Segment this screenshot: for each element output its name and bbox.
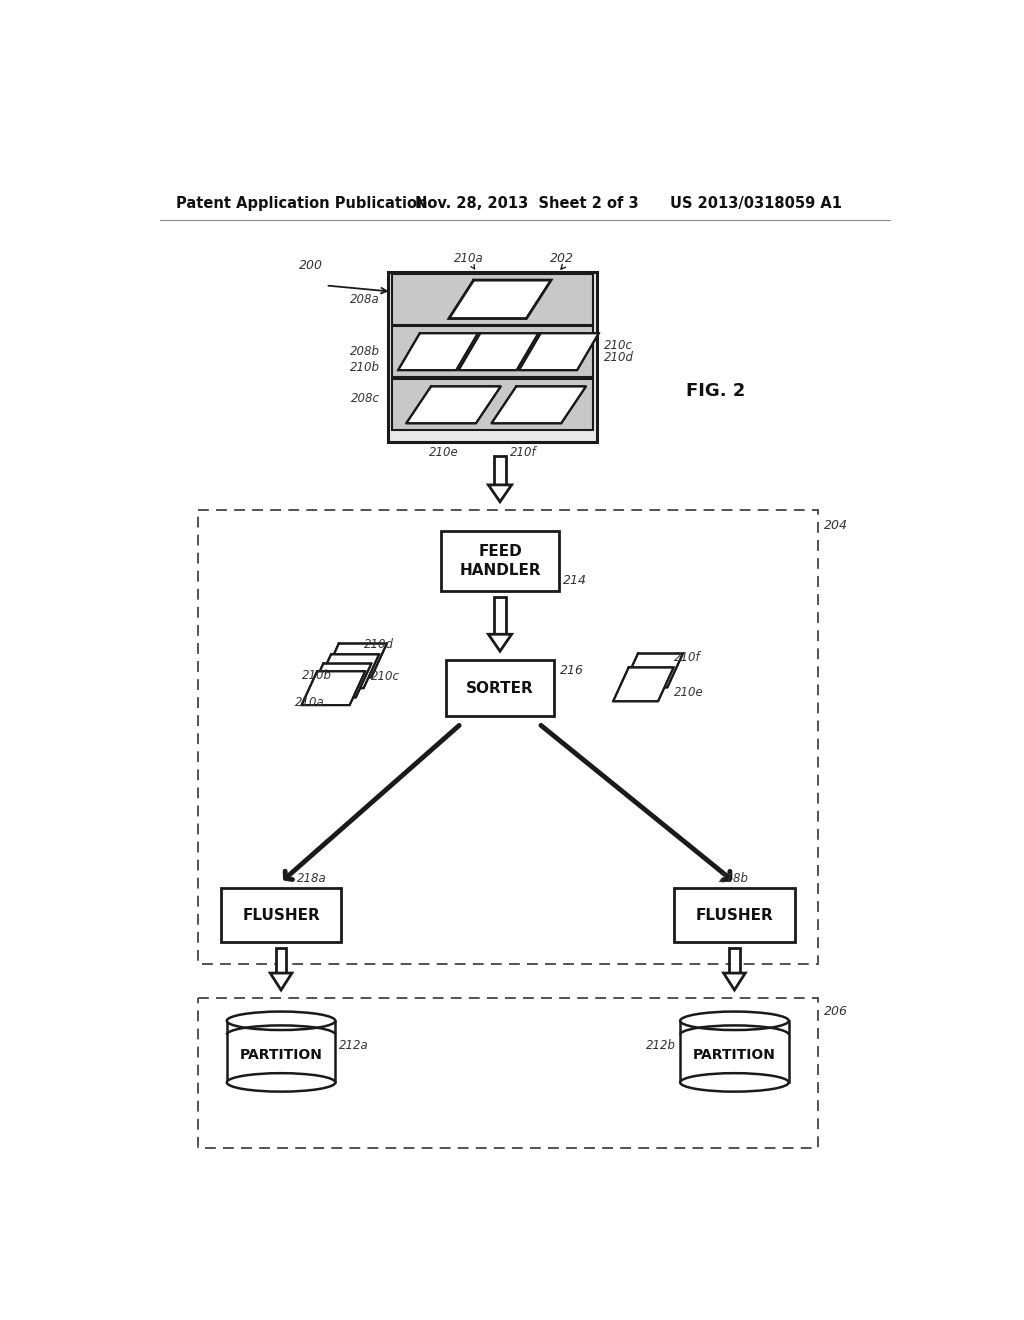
Text: 210b: 210b bbox=[350, 360, 380, 374]
Polygon shape bbox=[488, 635, 512, 651]
Text: 210d: 210d bbox=[604, 351, 634, 364]
Polygon shape bbox=[613, 668, 674, 701]
Text: PARTITION: PARTITION bbox=[240, 1048, 323, 1061]
Text: 200: 200 bbox=[299, 259, 323, 272]
Polygon shape bbox=[275, 948, 287, 973]
Bar bbox=[226, 1020, 335, 1082]
Text: FEED: FEED bbox=[478, 544, 522, 560]
Bar bbox=[221, 888, 341, 942]
Text: 210b: 210b bbox=[302, 668, 333, 681]
Text: 206: 206 bbox=[824, 1006, 848, 1019]
Text: 216: 216 bbox=[560, 664, 585, 677]
Text: 210c: 210c bbox=[371, 671, 399, 684]
Bar bbox=[445, 660, 554, 715]
Text: 208b: 208b bbox=[350, 345, 380, 358]
Bar bbox=[198, 998, 818, 1148]
Ellipse shape bbox=[680, 1073, 788, 1092]
Text: 202: 202 bbox=[550, 252, 574, 264]
Text: 212a: 212a bbox=[339, 1039, 369, 1052]
Bar bbox=[391, 275, 593, 325]
Polygon shape bbox=[315, 655, 379, 688]
Text: FIG. 2: FIG. 2 bbox=[686, 381, 745, 400]
Text: US 2013/0318059 A1: US 2013/0318059 A1 bbox=[671, 195, 843, 211]
Text: 208c: 208c bbox=[351, 392, 380, 405]
Text: FLUSHER: FLUSHER bbox=[695, 908, 773, 923]
Text: PARTITION: PARTITION bbox=[693, 1048, 776, 1061]
Text: 218a: 218a bbox=[297, 871, 327, 884]
Bar bbox=[675, 888, 795, 942]
Polygon shape bbox=[302, 671, 366, 705]
Text: 210d: 210d bbox=[365, 638, 394, 651]
Polygon shape bbox=[488, 484, 512, 502]
Bar bbox=[391, 326, 593, 378]
Text: Patent Application Publication: Patent Application Publication bbox=[176, 195, 428, 211]
Text: 204: 204 bbox=[824, 519, 848, 532]
Polygon shape bbox=[724, 973, 745, 990]
Ellipse shape bbox=[680, 1011, 788, 1030]
Ellipse shape bbox=[226, 1073, 335, 1092]
Polygon shape bbox=[519, 333, 599, 370]
Text: 208a: 208a bbox=[350, 293, 380, 306]
Text: 210f: 210f bbox=[510, 446, 537, 458]
Text: FLUSHER: FLUSHER bbox=[243, 908, 319, 923]
Polygon shape bbox=[324, 644, 387, 677]
Polygon shape bbox=[494, 455, 506, 484]
Text: HANDLER: HANDLER bbox=[459, 562, 541, 578]
Text: 212b: 212b bbox=[646, 1039, 676, 1052]
Polygon shape bbox=[623, 653, 683, 688]
Polygon shape bbox=[729, 948, 740, 973]
Text: SORTER: SORTER bbox=[466, 681, 534, 696]
Polygon shape bbox=[494, 597, 506, 635]
Text: 210a: 210a bbox=[454, 252, 483, 264]
Polygon shape bbox=[308, 664, 372, 697]
Polygon shape bbox=[270, 973, 292, 990]
Ellipse shape bbox=[226, 1011, 335, 1030]
Text: Nov. 28, 2013  Sheet 2 of 3: Nov. 28, 2013 Sheet 2 of 3 bbox=[415, 195, 638, 211]
Bar bbox=[441, 531, 559, 591]
Text: 210f: 210f bbox=[675, 651, 701, 664]
Polygon shape bbox=[407, 387, 501, 424]
Bar bbox=[391, 379, 593, 430]
Polygon shape bbox=[449, 280, 551, 318]
Text: 210e: 210e bbox=[675, 685, 705, 698]
Text: 214: 214 bbox=[563, 574, 587, 587]
Text: 210e: 210e bbox=[429, 446, 459, 458]
Polygon shape bbox=[459, 333, 539, 370]
Polygon shape bbox=[492, 387, 586, 424]
Text: 210a: 210a bbox=[295, 696, 325, 709]
Bar bbox=[198, 510, 818, 964]
Polygon shape bbox=[398, 333, 478, 370]
Bar bbox=[680, 1020, 788, 1082]
Text: 210c: 210c bbox=[604, 339, 633, 352]
Bar bbox=[388, 272, 597, 442]
Text: 218b: 218b bbox=[719, 871, 749, 884]
